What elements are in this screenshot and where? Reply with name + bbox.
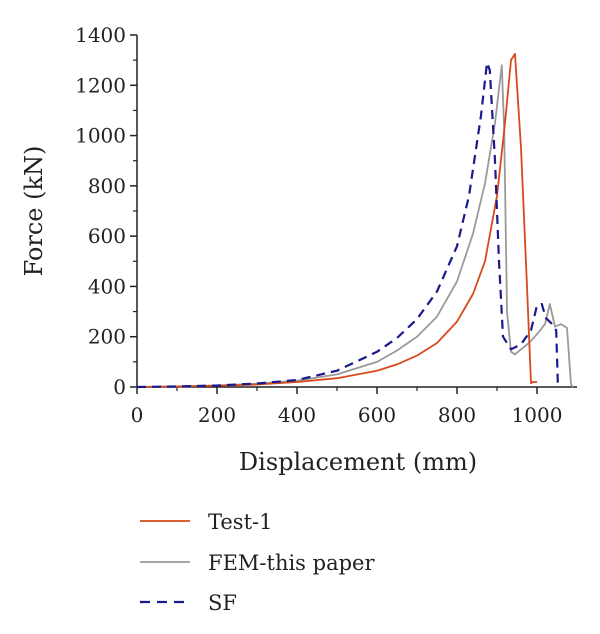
x-tick-label: 0 bbox=[131, 403, 144, 427]
legend-label: FEM-this paper bbox=[208, 551, 375, 575]
series-line-fem-this-paper bbox=[136, 64, 574, 388]
x-tick-label: 1000 bbox=[512, 403, 563, 427]
y-tick-label: 800 bbox=[88, 174, 126, 198]
y-tick-label: 400 bbox=[88, 274, 126, 298]
legend-label: Test-1 bbox=[208, 510, 272, 534]
x-tick-label: 800 bbox=[438, 403, 476, 427]
x-tick-label: 200 bbox=[198, 403, 236, 427]
plot-lines bbox=[136, 53, 574, 389]
series-line-test-1 bbox=[136, 53, 537, 388]
y-tick-label: 1400 bbox=[75, 23, 126, 47]
x-axis-title: Displacement (mm) bbox=[239, 448, 477, 476]
x-ticks: 0 200 400 600 800 1000 bbox=[131, 387, 563, 427]
y-ticks: 0 200 400 600 800 1000 1200 1400 bbox=[75, 23, 137, 399]
legend-label: SF bbox=[208, 591, 237, 615]
legend: Test-1 FEM-this paper SF bbox=[140, 510, 375, 615]
y-tick-label: 1200 bbox=[75, 73, 126, 97]
y-tick-label: 0 bbox=[113, 375, 126, 399]
series-line-sf bbox=[136, 61, 562, 389]
x-tick-label: 600 bbox=[358, 403, 396, 427]
x-tick-label: 400 bbox=[278, 403, 316, 427]
y-tick-label: 200 bbox=[88, 325, 126, 349]
y-tick-label: 600 bbox=[88, 224, 126, 248]
y-tick-label: 1000 bbox=[75, 124, 126, 148]
y-axis-title: Force (kN) bbox=[20, 146, 48, 277]
axes: 0 200 400 600 800 1000 0 200 400 600 800 1000 1200 1… bbox=[75, 23, 577, 427]
